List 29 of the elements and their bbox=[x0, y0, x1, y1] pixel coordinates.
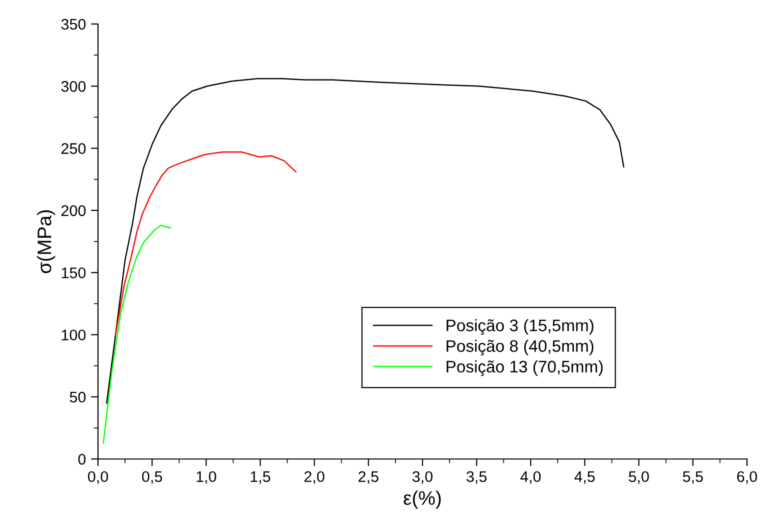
y-tick-label: 250 bbox=[61, 143, 86, 154]
x-tick-label: 2,5 bbox=[358, 471, 378, 484]
x-tick-label: 0,0 bbox=[88, 471, 108, 484]
x-tick-label: 1,5 bbox=[250, 471, 270, 484]
y-tick-label: 100 bbox=[62, 330, 86, 340]
x-tick-label: 0,5 bbox=[142, 471, 162, 484]
y-axis-title: σ(MPa) bbox=[37, 210, 56, 274]
line-series bbox=[102, 224, 172, 444]
y-tick-label: 50 bbox=[70, 392, 86, 403]
x-tick-label: 2,0 bbox=[304, 471, 324, 484]
x-tick-label: 3,5 bbox=[466, 471, 487, 484]
x-tick-label: 3,0 bbox=[412, 471, 433, 484]
y-tick-label: 200 bbox=[61, 205, 86, 216]
x-tick-label: 6,0 bbox=[737, 471, 758, 484]
x-tick-label: 4,0 bbox=[520, 471, 541, 484]
y-tick-label: 350 bbox=[61, 18, 86, 30]
legend-label: Posição 8 (40,5mm) bbox=[446, 340, 594, 356]
x-axis-title: ε(%) bbox=[404, 490, 441, 509]
line-series bbox=[114, 151, 297, 337]
legend-label: Posição 13 (70,5mm) bbox=[446, 360, 603, 376]
y-tick-label: 300 bbox=[61, 81, 86, 92]
x-tick-label: 5,0 bbox=[628, 471, 649, 484]
x-tick-label: 5,5 bbox=[682, 471, 703, 484]
x-tick-label: 4,5 bbox=[574, 471, 595, 484]
x-tick-label: 1,0 bbox=[196, 471, 216, 484]
y-tick-label: 150 bbox=[62, 267, 86, 278]
y-tick-label: 0 bbox=[78, 454, 86, 465]
line-series bbox=[106, 78, 624, 404]
legend-label: Posição 3 (15,5mm) bbox=[446, 319, 594, 335]
